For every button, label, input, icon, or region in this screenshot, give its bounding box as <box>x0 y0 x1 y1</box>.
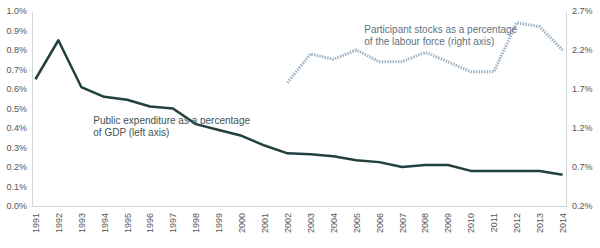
x-axis-tick-label: 2003 <box>306 213 316 233</box>
x-axis-tick-label: 2010 <box>466 213 476 233</box>
x-axis-tick: 2010 <box>466 206 476 233</box>
y-axis-tick-label: 0.2% <box>6 162 27 172</box>
x-axis-tick-label: 1995 <box>122 213 132 233</box>
y-axis-tick: 0.8% <box>6 45 32 55</box>
x-axis-tick: 2013 <box>535 206 545 233</box>
annotation: Public expenditure as a percentageof GDP… <box>93 115 250 138</box>
x-axis-tick-label: 2000 <box>237 213 247 233</box>
x-axis-tick-label: 2005 <box>352 213 362 233</box>
x-axis-tick-label: 2013 <box>535 213 545 233</box>
y-axis-tick-label: 0.7% <box>6 65 27 75</box>
x-axis-tick: 2007 <box>398 206 408 233</box>
x-axis-tick-label: 1996 <box>145 213 155 233</box>
x-axis-tick: 2006 <box>375 206 385 233</box>
x-axis-tick: 2014 <box>558 206 568 233</box>
y-axis: 0.0% 0.1% 0.2% 0.3% 0.4% 0.5% 0.6% 0.7% 0.8% 0.9%… <box>6 6 32 211</box>
chart: 0.0% 0.1% 0.2% 0.3% 0.4% 0.5% 0.6% 0.7% 0.8% 0.9%… <box>0 0 600 248</box>
y-axis-tick-label: 0.3% <box>6 143 27 153</box>
x-axis-tick-label: 2001 <box>260 213 270 233</box>
x-axis-tick: 2002 <box>283 206 293 233</box>
x-axis-tick: 2008 <box>420 206 430 233</box>
annotation-text: Public expenditure as a percentage <box>93 115 250 126</box>
y2-axis-tick-label: 1.2% <box>572 123 593 133</box>
x-axis-tick: 2000 <box>237 206 247 233</box>
y-axis-tick: 0.1% <box>6 182 32 192</box>
x-axis-tick: 2001 <box>260 206 270 233</box>
y-axis-tick: 0.9% <box>6 26 32 36</box>
x-axis-tick: 2005 <box>352 206 362 233</box>
x-axis-tick-label: 1997 <box>168 213 178 233</box>
y-axis-line <box>32 12 33 207</box>
x-axis-tick: 1992 <box>54 206 64 233</box>
x-axis-tick-label: 2007 <box>398 213 408 233</box>
y2-axis: 0.2% 0.7% 1.2% 1.7% 2.2% 2.7% <box>566 6 593 211</box>
y-axis-tick: 0.4% <box>6 123 32 133</box>
y2-axis-line <box>566 12 567 207</box>
y2-axis-tick-label: 0.2% <box>572 201 593 211</box>
x-axis-tick-label: 1993 <box>77 213 87 233</box>
y-axis-tick-label: 0.1% <box>6 182 27 192</box>
annotation-text: of GDP (left axis) <box>93 127 169 138</box>
y-axis-tick: 0.0% <box>6 201 32 211</box>
x-axis-tick-label: 2012 <box>512 213 522 233</box>
y-axis-tick: 0.2% <box>6 162 32 172</box>
x-axis-tick: 1991 <box>31 206 41 233</box>
x-axis-tick-label: 2014 <box>558 213 568 233</box>
annotation-text: Participant stocks as a percentage <box>364 24 517 35</box>
x-axis-tick: 1995 <box>122 206 132 233</box>
x-axis-tick: 1998 <box>191 206 201 233</box>
y-axis-tick: 0.6% <box>6 84 32 94</box>
annotation-text: of the labour force (right axis) <box>364 36 494 47</box>
y-axis-tick-label: 0.8% <box>6 45 27 55</box>
x-axis-tick: 2009 <box>443 206 453 233</box>
x-axis-tick-label: 2008 <box>420 213 430 233</box>
y-axis-tick-label: 0.0% <box>6 201 27 211</box>
y-axis-tick-label: 0.5% <box>6 104 27 114</box>
y2-axis-tick: 1.2% <box>566 123 593 133</box>
x-axis-tick: 2011 <box>489 206 499 232</box>
y-axis-tick-label: 0.6% <box>6 84 27 94</box>
x-axis-tick: 1993 <box>77 206 87 233</box>
y2-axis-tick-label: 0.7% <box>572 162 593 172</box>
x-axis-tick: 1996 <box>145 206 155 233</box>
x-axis-tick-label: 2011 <box>489 213 499 232</box>
plot: 0.0% 0.1% 0.2% 0.3% 0.4% 0.5% 0.6% 0.7% 0.8% 0.9%… <box>6 6 592 233</box>
x-axis-tick: 1997 <box>168 206 178 233</box>
y2-axis-tick: 1.7% <box>566 84 593 94</box>
y2-axis-tick: 0.7% <box>566 162 593 172</box>
x-axis-line <box>33 206 567 207</box>
x-axis: 1991 1992 1993 1994 1995 1996 1997 1998 1999 2000… <box>31 206 568 233</box>
y-axis-tick: 0.7% <box>6 65 32 75</box>
y2-axis-tick-label: 2.7% <box>572 6 593 16</box>
y-axis-tick: 0.3% <box>6 143 32 153</box>
x-axis-tick-label: 1992 <box>54 213 64 233</box>
x-axis-tick-label: 2004 <box>329 213 339 233</box>
y2-axis-tick: 2.2% <box>566 45 593 55</box>
x-axis-tick-label: 2002 <box>283 213 293 233</box>
x-axis-tick: 1999 <box>214 206 224 233</box>
x-axis-tick: 2003 <box>306 206 316 233</box>
x-axis-tick-label: 1991 <box>31 213 41 233</box>
y-axis-tick-label: 0.9% <box>6 26 27 36</box>
x-axis-tick-label: 2006 <box>375 213 385 233</box>
y-axis-tick-label: 1.0% <box>6 6 27 16</box>
x-axis-tick-label: 2009 <box>443 213 453 233</box>
x-axis-tick: 1994 <box>100 206 110 233</box>
y2-axis-tick: 2.7% <box>566 6 593 16</box>
x-axis-tick-label: 1998 <box>191 213 201 233</box>
y2-axis-tick-label: 2.2% <box>572 45 593 55</box>
y2-axis-tick-label: 1.7% <box>572 84 593 94</box>
y-axis-tick: 0.5% <box>6 104 32 114</box>
x-axis-tick: 2004 <box>329 206 339 233</box>
annotation: Participant stocks as a percentageof the… <box>364 24 517 47</box>
y-axis-tick-label: 0.4% <box>6 123 27 133</box>
y-axis-tick: 1.0% <box>6 6 32 16</box>
marks <box>35 23 562 175</box>
x-axis-tick-label: 1999 <box>214 213 224 233</box>
series-line <box>288 23 563 83</box>
x-axis-tick-label: 1994 <box>100 213 110 233</box>
y2-axis-tick: 0.2% <box>566 201 593 211</box>
series-line <box>35 40 562 175</box>
x-axis-tick: 2012 <box>512 206 522 233</box>
